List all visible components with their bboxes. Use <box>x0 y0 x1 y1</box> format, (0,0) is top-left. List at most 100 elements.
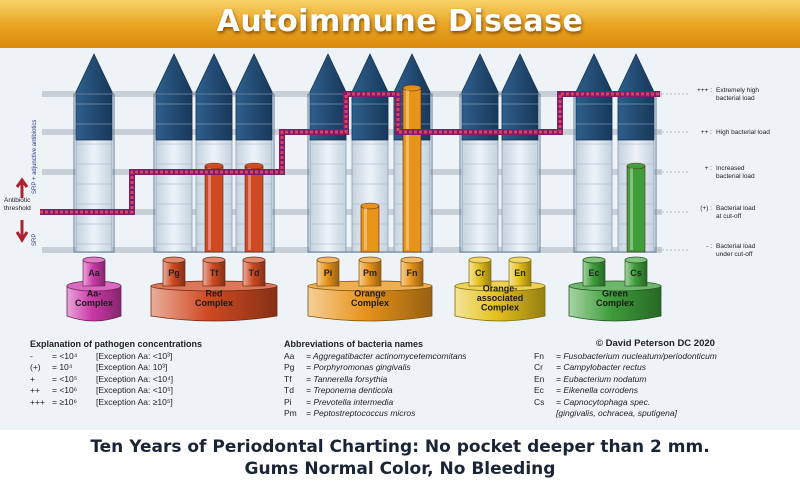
concentration-value: = <10⁵ <box>52 373 78 384</box>
abbreviation-code: Pg <box>284 362 295 372</box>
concentration-value: = <10⁶ <box>52 385 78 395</box>
concentration-exception: [Exception Aa: <10³] <box>96 350 173 361</box>
bar-highlight <box>248 168 251 250</box>
abbreviation-row: Ec = Eikenella corrodens <box>534 385 794 397</box>
bar-highlight <box>630 168 633 250</box>
abbreviation-full-name: = Porphyromonas gingivalis <box>306 362 411 372</box>
abbreviation-code: Pm <box>284 408 297 418</box>
bar-cs <box>626 165 646 253</box>
bacterium-code: Pi <box>324 268 333 278</box>
level-symbol: ++ : <box>701 129 712 136</box>
concentration-row: + = <10⁵ [Exception Aa: <10⁴] <box>30 374 270 386</box>
complex-pedestal-base <box>454 285 546 322</box>
bacterium-code: Tf <box>210 268 219 278</box>
threshold-line <box>40 91 660 215</box>
abbreviation-row: Fn = Fusobacterium nucleatum/periodonticu… <box>534 351 794 363</box>
complex-name: Orange- <box>483 284 518 294</box>
column-arrow-head <box>501 53 539 141</box>
abbreviation-code: Pi <box>284 396 292 407</box>
bacterium-cylinder-cap <box>162 256 186 264</box>
caption-line-2: Gums Normal Color, No Bleeding <box>244 459 556 479</box>
abbreviation-full-name: [gingivalis, ochracea, sputigena] <box>556 408 677 418</box>
abbreviation-full-name: = Treponema denticola <box>306 385 393 395</box>
complex-name: Red <box>205 288 222 298</box>
column-arrow-head <box>155 53 193 141</box>
complex-name: Complex <box>596 298 634 308</box>
complex-name: Orange <box>354 288 386 298</box>
up-arrow-icon <box>15 177 29 198</box>
abbreviation-legend-header: Abbreviations of bacteria names <box>284 339 424 349</box>
level-description: bacterial load <box>716 173 755 180</box>
column-arrow-head <box>309 53 347 141</box>
abbreviation-row: Tf = Tannerella forsythia <box>284 374 534 386</box>
concentration-row: - = <10⁴ [Exception Aa: <10³] <box>30 351 270 363</box>
complex-name: Complex <box>75 298 113 308</box>
srp-adjunctive-label: SRP + adjunctive antibiotics <box>32 120 38 194</box>
caption-line-1: Ten Years of Periodontal Charting: No po… <box>90 437 710 457</box>
bacterium-cylinder-cap <box>242 256 266 264</box>
concentration-symbol: (+) <box>30 362 41 372</box>
bacterium-cylinder-cap <box>358 256 382 264</box>
abbreviation-full-name: = Fusobacterium nucleatum/periodonticum <box>556 350 717 361</box>
bar-highlight <box>364 208 367 250</box>
complex-column-frame <box>459 93 541 253</box>
threshold-line-highlight <box>40 92 660 214</box>
complex-pedestal-base <box>150 285 278 322</box>
bar-cap <box>244 162 264 170</box>
bar-tf <box>204 165 224 253</box>
level-symbol: +++ : <box>697 87 712 94</box>
concentration-row: (+) = 10⁴ [Exception Aa: 10³] <box>30 362 270 374</box>
complex-name: Complex <box>481 303 519 313</box>
concentration-value: = 10⁴ <box>52 362 73 372</box>
level-description: High bacterial load <box>716 129 770 136</box>
bar-pm <box>360 205 380 253</box>
bar-fn <box>402 87 422 253</box>
complex-pedestal-base <box>568 285 662 322</box>
level-description: at cut-off <box>716 213 741 220</box>
threshold-label: Antibiotic <box>4 197 31 204</box>
abbreviation-code: En <box>534 373 545 384</box>
srp-label: SRP <box>32 234 38 246</box>
concentration-exception: [Exception Aa: 10³] <box>96 362 168 372</box>
concentration-exception: [Exception Aa: <10⁴] <box>96 373 174 384</box>
abbreviation-code: Aa <box>284 350 295 361</box>
concentration-value: = <10⁴ <box>52 350 78 361</box>
column-arrow-head <box>461 53 499 141</box>
abbreviation-row: Cr = Campylobacter rectus <box>534 362 794 374</box>
bacterium-cylinder-cap <box>400 256 424 264</box>
level-description: Bacterial load <box>716 243 756 250</box>
diagram-title: Autoimmune Disease <box>216 4 584 39</box>
level-description: under cut-off <box>716 251 753 258</box>
bar-highlight <box>406 90 409 250</box>
level-description: bacterial load <box>716 95 755 102</box>
column-arrow-head <box>195 53 233 141</box>
abbreviation-full-name: = Capnocytophaga spec. <box>556 396 651 407</box>
bar-cap <box>626 162 646 170</box>
level-description: Increased <box>716 165 745 172</box>
concentration-symbol: + <box>30 373 35 384</box>
bar-cap <box>402 84 422 92</box>
bacterium-cylinder-cap <box>202 256 226 264</box>
abbreviation-full-name: = Campylobacter rectus <box>556 362 646 372</box>
bar-td <box>244 165 264 253</box>
threshold-label: threshold <box>4 205 31 212</box>
abbreviation-full-name: = Prevotella intermedia <box>306 396 394 407</box>
abbreviation-full-name: = Peptostreptococcus micros <box>306 408 416 418</box>
complex-1: Aa Aa-Complex <box>66 256 122 322</box>
complex-name: Green <box>602 288 628 298</box>
abbreviation-row: Pg = Porphyromonas gingivalis <box>284 362 534 374</box>
abbreviation-code: Fn <box>534 350 544 361</box>
level-symbol: (+) : <box>700 205 712 212</box>
abbreviation-code: Ec <box>534 385 544 395</box>
complex-pedestal-base <box>307 285 433 322</box>
abbreviation-row: Td = Treponema denticola <box>284 385 534 397</box>
abbreviation-full-name: = Eubacterium nodatum <box>556 373 647 384</box>
caption: Ten Years of Periodontal Charting: No po… <box>0 436 800 480</box>
concentration-symbol: +++ <box>30 396 45 407</box>
complex-name: Aa- <box>87 288 102 298</box>
abbreviation-row: Cs = Capnocytophaga spec. <box>534 397 794 409</box>
